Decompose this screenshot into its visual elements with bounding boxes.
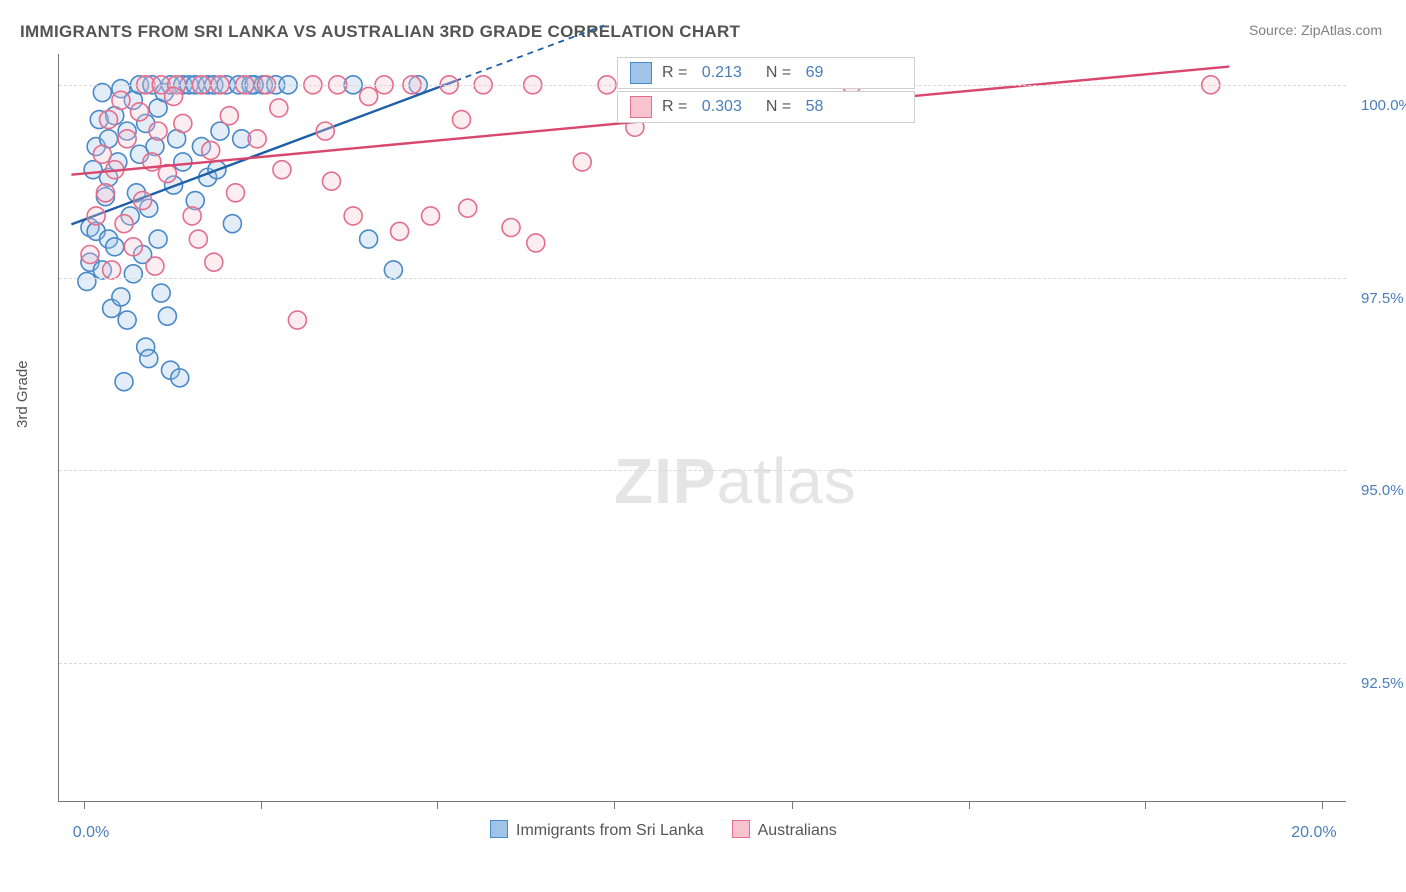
x-axis-label-left: 0.0% [73,824,109,842]
scatter-point-australians [112,91,130,109]
scatter-point-australians [149,122,167,140]
stats-n-label: N = [766,64,796,82]
stats-r-value: 0.303 [702,98,742,116]
scatter-point-sri_lanka [174,153,192,171]
legend-swatch-sri-lanka [490,820,508,838]
legend-label-sri-lanka: Immigrants from Sri Lanka [516,822,704,839]
scatter-point-sri_lanka [106,238,124,256]
scatter-point-australians [573,153,591,171]
scatter-point-australians [146,257,164,275]
scatter-point-australians [134,192,152,210]
y-tick-label: 95.0% [1361,482,1406,499]
scatter-point-sri_lanka [112,288,130,306]
scatter-point-australians [96,184,114,202]
scatter-point-sri_lanka [152,284,170,302]
scatter-point-sri_lanka [158,307,176,325]
x-tick [437,801,438,809]
scatter-point-australians [93,145,111,163]
scatter-point-australians [202,141,220,159]
legend-item-sri-lanka: Immigrants from Sri Lanka [490,820,704,840]
scatter-point-australians [453,111,471,129]
x-tick [614,801,615,809]
source-prefix: Source: [1249,22,1301,38]
scatter-point-australians [115,215,133,233]
scatter-point-australians [360,87,378,105]
scatter-point-sri_lanka [384,261,402,279]
scatter-point-australians [248,130,266,148]
scatter-point-sri_lanka [360,230,378,248]
scatter-point-australians [205,253,223,271]
scatter-point-australians [131,103,149,121]
x-tick [1145,801,1146,809]
scatter-point-australians [165,87,183,105]
x-tick [792,801,793,809]
scatter-point-australians [288,311,306,329]
scatter-point-sri_lanka [93,84,111,102]
scatter-point-sri_lanka [78,272,96,290]
scatter-point-australians [273,161,291,179]
scatter-point-australians [527,234,545,252]
legend-bottom: Immigrants from Sri Lanka Australians [490,820,837,840]
gridline-h [59,470,1346,471]
x-tick [969,801,970,809]
scatter-point-sri_lanka [223,215,241,233]
stats-box-australians: R = 0.303 N = 58 [617,91,915,123]
y-tick-label: 92.5% [1361,675,1406,692]
gridline-h [59,663,1346,664]
legend-swatch-australians [732,820,750,838]
scatter-point-sri_lanka [118,311,136,329]
scatter-point-australians [226,184,244,202]
scatter-point-australians [316,122,334,140]
scatter-point-australians [422,207,440,225]
x-axis-label-right: 20.0% [1291,824,1336,842]
chart-title: IMMIGRANTS FROM SRI LANKA VS AUSTRALIAN … [20,22,740,42]
scatter-point-sri_lanka [115,373,133,391]
scatter-point-australians [183,207,201,225]
scatter-point-australians [103,261,121,279]
x-tick [261,801,262,809]
scatter-point-australians [220,107,238,125]
stats-n-value: 58 [806,98,824,116]
scatter-point-sri_lanka [171,369,189,387]
scatter-point-australians [189,230,207,248]
legend-label-australians: Australians [758,822,837,839]
scatter-point-australians [81,245,99,263]
source-label: Source: ZipAtlas.com [1249,22,1382,38]
y-axis-label: 3rd Grade [14,360,31,428]
scatter-point-australians [270,99,288,117]
stats-r-label: R = [662,98,692,116]
scatter-point-australians [87,207,105,225]
scatter-point-australians [391,222,409,240]
scatter-point-australians [118,130,136,148]
stats-n-value: 69 [806,64,824,82]
scatter-point-sri_lanka [140,350,158,368]
scatter-point-australians [344,207,362,225]
scatter-point-australians [322,172,340,190]
legend-item-australians: Australians [732,820,837,840]
gridline-h [59,278,1346,279]
scatter-point-australians [502,219,520,237]
scatter-point-australians [124,238,142,256]
scatter-point-sri_lanka [149,230,167,248]
stats-swatch [630,62,652,84]
scatter-point-australians [459,199,477,217]
scatter-point-sri_lanka [124,265,142,283]
stats-swatch [630,96,652,118]
y-tick-label: 97.5% [1361,290,1406,307]
scatter-point-australians [100,111,118,129]
source-link[interactable]: ZipAtlas.com [1301,22,1382,38]
plot-area: ZIPatlas 92.5%95.0%97.5%100.0%R = 0.213N… [58,54,1346,802]
scatter-point-australians [174,114,192,132]
y-tick-label: 100.0% [1361,97,1406,114]
x-tick [1322,801,1323,809]
stats-n-label: N = [766,98,796,116]
stats-r-value: 0.213 [702,64,742,82]
x-tick [84,801,85,809]
stats-box-sri_lanka: R = 0.213 N = 69 [617,57,915,89]
plot-svg [59,54,1346,801]
stats-r-label: R = [662,64,692,82]
